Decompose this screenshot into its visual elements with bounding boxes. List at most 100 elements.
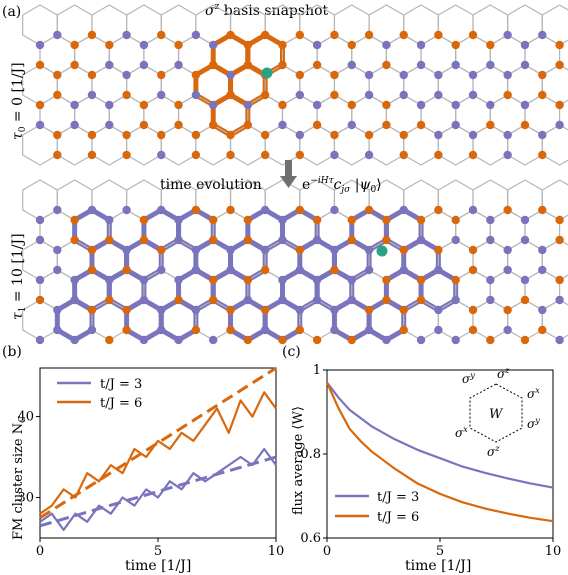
spin-site	[330, 70, 339, 80]
spin-site	[312, 275, 322, 285]
lattice-hexagon	[74, 34, 110, 76]
spin-site	[226, 30, 235, 40]
spin-site	[139, 295, 149, 305]
y-tick-label: 30	[17, 491, 34, 506]
spin-site	[364, 305, 374, 315]
spin-site	[87, 30, 97, 40]
spin-site	[555, 215, 564, 225]
lattice-hexagon	[160, 124, 197, 166]
spin-site	[191, 30, 201, 40]
spin-site	[486, 40, 495, 50]
lattice-hexagon	[126, 124, 162, 166]
spin-site	[434, 265, 443, 275]
spin-site	[382, 100, 391, 110]
spin-site	[399, 130, 408, 140]
spin-site	[209, 335, 218, 345]
spin-site	[416, 120, 426, 130]
spin-site	[209, 295, 218, 305]
spin-site	[520, 215, 530, 225]
op-exp: −iHτ	[310, 176, 334, 186]
spin-site	[70, 235, 79, 245]
lattice-hexagon	[39, 94, 76, 136]
spin-site	[382, 60, 391, 70]
spin-site	[295, 130, 305, 140]
spin-site	[382, 335, 391, 345]
spin-site	[555, 235, 564, 245]
spin-site	[364, 205, 374, 215]
spin-site	[53, 70, 62, 80]
spin-site	[295, 30, 305, 40]
spin-site	[538, 30, 547, 40]
x-tick-label: 5	[436, 544, 444, 559]
spin-site	[330, 325, 339, 335]
spin-site	[260, 150, 270, 160]
spin-site	[243, 295, 253, 305]
spin-site	[364, 90, 374, 100]
spin-site	[555, 100, 564, 110]
lattice-hexagon	[56, 124, 93, 166]
cluster-hexagon	[210, 92, 251, 138]
spin-site	[105, 335, 114, 345]
lattice-bottom	[22, 179, 568, 345]
spin-site	[105, 60, 114, 70]
spin-site	[87, 325, 97, 335]
x-tick-label: 10	[545, 544, 562, 559]
spin-site	[122, 205, 131, 215]
spin-site	[87, 90, 97, 100]
spin-site	[157, 30, 166, 40]
spin-site	[416, 215, 426, 225]
lattice-hexagon	[264, 124, 301, 166]
lattice-hexagon	[472, 179, 509, 221]
lattice-hexagon	[299, 64, 336, 106]
spin-site	[70, 295, 79, 305]
panel-b: (b) 0 5 10 30 40 FM cluster size NC time [1/…	[2, 344, 284, 574]
spin-site	[226, 90, 235, 100]
spin-site	[555, 335, 564, 345]
inset-s6: σy	[527, 416, 540, 431]
spin-site	[122, 305, 131, 315]
spin-site	[139, 275, 149, 285]
spin-site	[191, 90, 201, 100]
spin-site	[122, 265, 131, 275]
spin-site	[70, 100, 79, 110]
lattice-hexagon	[489, 209, 526, 251]
lattice-hexagon	[524, 34, 561, 76]
spin-site	[174, 235, 183, 245]
spin-site	[105, 235, 114, 245]
spin-site	[382, 40, 391, 50]
spin-site	[364, 130, 374, 140]
spin-site	[209, 100, 218, 110]
y-tick-label: 1	[313, 363, 321, 378]
spin-site	[278, 100, 287, 110]
lattice-hexagon	[507, 179, 543, 221]
lattice-hexagon	[91, 4, 128, 46]
cluster-hexagon	[366, 297, 407, 343]
spin-site	[399, 150, 408, 160]
spin-site	[330, 130, 339, 140]
lattice-hexagon	[507, 64, 543, 106]
spin-site	[53, 205, 62, 215]
spin-site	[434, 245, 443, 255]
series-line-2	[325, 382, 554, 523]
spin-site	[174, 120, 183, 130]
spin-site	[295, 205, 305, 215]
spin-site	[520, 235, 530, 245]
legend-b-label-1: t/J = 3	[100, 377, 142, 392]
lattice-hexagon	[126, 4, 162, 46]
lattice-hexagon	[39, 34, 76, 76]
spin-site	[382, 120, 391, 130]
spin-site	[157, 130, 166, 140]
lattice-hexagon	[39, 209, 76, 251]
spin-site	[243, 235, 253, 245]
spin-site	[486, 60, 495, 70]
legend-b-label-2: t/J = 6	[100, 396, 142, 411]
lattice-hexagon	[385, 34, 422, 76]
lattice-hexagon	[22, 299, 58, 341]
lattice-hexagon	[524, 269, 561, 311]
panel-c: (c) 0 5 10 0.6 0.8 1 flux average ⟨W⟩ time [1…	[282, 344, 561, 574]
lattice-hexagon	[541, 124, 568, 166]
spin-site	[520, 275, 530, 285]
spin-site	[105, 120, 114, 130]
spin-site	[312, 100, 322, 110]
spin-site	[503, 150, 512, 160]
